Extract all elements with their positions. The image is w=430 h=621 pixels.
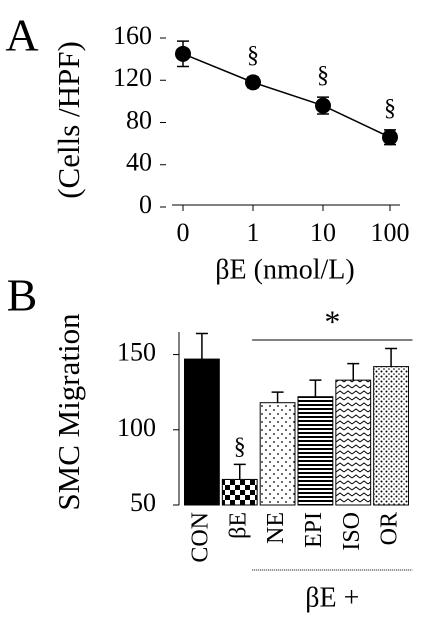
y-tick-label: 120 <box>113 63 152 92</box>
panel-letter: B <box>7 270 38 321</box>
group-label: βE + <box>305 582 359 613</box>
annotation: § <box>384 95 396 121</box>
x-tick-label: NE <box>263 512 289 544</box>
y-tick-label: 0 <box>139 190 152 219</box>
annotation: § <box>234 434 246 460</box>
error-bar <box>271 391 284 403</box>
error-bar <box>195 332 208 360</box>
bar <box>373 366 409 506</box>
data-point <box>315 97 331 114</box>
x-tick-label: 100 <box>371 218 410 247</box>
bar <box>184 358 220 506</box>
x-tick-label: OR <box>377 512 403 545</box>
y-axis-label: SMC Migration <box>51 313 86 511</box>
error-bar <box>233 463 246 480</box>
bar <box>221 478 258 506</box>
data-point <box>382 129 398 146</box>
data-point <box>245 74 261 91</box>
x-tick-label: βE <box>225 512 251 539</box>
x-tick-label: 0 <box>177 218 190 247</box>
bar <box>335 379 372 506</box>
panel-letter: A <box>5 10 38 61</box>
x-tick-label: ISO <box>339 512 365 551</box>
y-tick-label: 160 <box>113 21 152 50</box>
y-tick-label: 100 <box>117 413 156 442</box>
annotation: § <box>247 43 259 69</box>
y-tick-label: 40 <box>126 148 152 177</box>
error-bar <box>385 347 398 367</box>
y-axis-label: (Cells /HPF) <box>51 41 86 199</box>
y-tick-label: 80 <box>126 105 152 134</box>
bar <box>297 396 334 506</box>
data-point <box>175 45 191 62</box>
error-bar <box>347 362 360 381</box>
x-tick-label: 10 <box>310 218 336 247</box>
y-tick-label: 50 <box>130 488 156 517</box>
y-tick-label: 150 <box>117 338 156 367</box>
x-tick-label: EPI <box>301 512 327 548</box>
x-tick-label: 1 <box>247 218 260 247</box>
error-bar <box>309 379 322 397</box>
data-line <box>182 53 391 138</box>
bar <box>259 402 296 506</box>
x-axis-label: βE (nmol/L) <box>215 254 354 285</box>
annotation: § <box>317 63 329 89</box>
x-tick-label: CON <box>187 512 213 563</box>
annotation: * <box>324 303 340 339</box>
